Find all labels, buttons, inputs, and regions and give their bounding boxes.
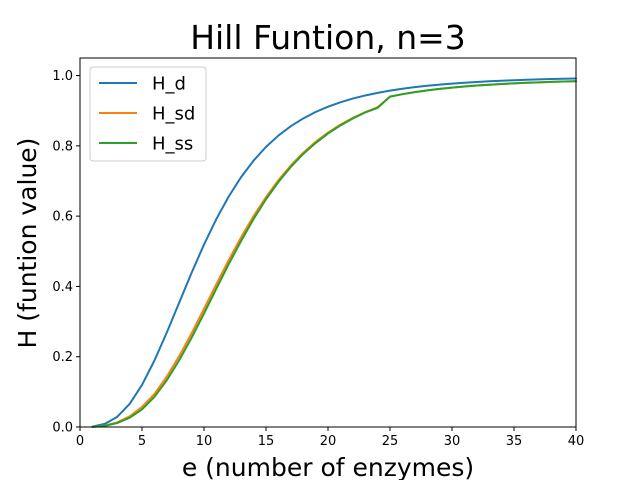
x-tick-label: 10 bbox=[196, 434, 213, 449]
y-tick-label: 0.8 bbox=[52, 139, 73, 154]
x-tick-label: 40 bbox=[568, 434, 585, 449]
y-tick-label: 0.0 bbox=[52, 421, 73, 436]
series-line-h-d bbox=[91, 77, 577, 428]
x-tick-label: 5 bbox=[138, 434, 146, 449]
x-tick-label: 20 bbox=[320, 434, 337, 449]
x-tick-label: 0 bbox=[76, 434, 84, 449]
legend: H_d H_sd H_ss bbox=[89, 66, 207, 162]
chart-title: Hill Funtion, n=3 bbox=[190, 18, 466, 57]
y-tick-label: 1.0 bbox=[52, 69, 73, 84]
x-tick-label: 30 bbox=[444, 434, 461, 449]
y-tick-label: 0.4 bbox=[52, 280, 73, 295]
x-axis-label: e (number of enzymes) bbox=[182, 453, 474, 480]
x-tick-label: 15 bbox=[258, 434, 275, 449]
series-line-h-ss bbox=[91, 80, 577, 428]
legend-label: H_d bbox=[152, 74, 186, 95]
legend-label: H_ss bbox=[152, 134, 193, 155]
x-tick-label: 25 bbox=[382, 434, 399, 449]
series-lines bbox=[91, 77, 577, 428]
y-tick-label: 0.6 bbox=[52, 210, 73, 225]
legend-label: H_sd bbox=[152, 104, 195, 125]
y-tick-label: 0.2 bbox=[52, 350, 73, 365]
axis-ticks: 0 5 10 15 20 25 30 35 40 0.0 0.2 0.4 0.6 0.8 1.0 bbox=[52, 69, 584, 449]
legend-box bbox=[89, 66, 207, 162]
x-tick-label: 35 bbox=[506, 434, 523, 449]
y-axis-label: H (funtion value) bbox=[13, 138, 42, 349]
